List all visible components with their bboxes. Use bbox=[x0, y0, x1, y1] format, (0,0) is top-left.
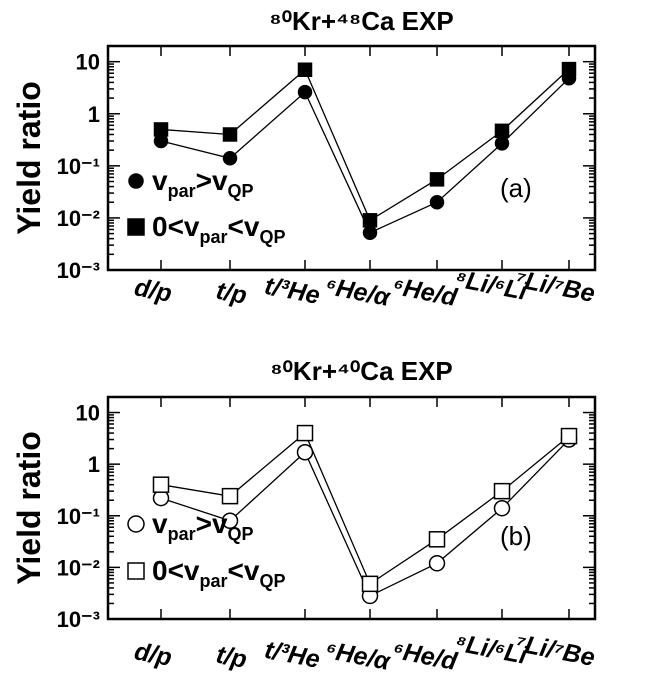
data-point bbox=[493, 482, 511, 500]
data-point bbox=[428, 531, 446, 548]
y-axis-label: Yield ratio bbox=[11, 81, 47, 235]
panel-label: (a) bbox=[500, 173, 532, 203]
y-tick-label: 10⁻² bbox=[57, 206, 100, 231]
legend-subscript: QP bbox=[228, 181, 254, 201]
legend-marker bbox=[127, 562, 145, 580]
plot-frame bbox=[106, 395, 597, 621]
legend-label: vpar>vQP bbox=[152, 165, 254, 201]
y-tick-label: 10⁻³ bbox=[57, 258, 100, 283]
y-tick-label: 1 bbox=[88, 452, 100, 477]
x-category-label: d/p bbox=[132, 273, 174, 308]
legend-text: <v bbox=[228, 555, 260, 586]
data-point bbox=[494, 123, 510, 139]
data-point bbox=[429, 194, 445, 210]
legend-subscript: QP bbox=[259, 571, 285, 591]
legend-text: v bbox=[152, 508, 168, 539]
data-point bbox=[153, 122, 169, 137]
legend-subscript: par bbox=[200, 571, 228, 591]
panel-a: ⁸⁰Kr+⁴⁸Ca EXP Yield ratio 10⁻³ 10⁻² 10⁻¹ 1 10 d… bbox=[11, 6, 597, 312]
data-point bbox=[152, 476, 170, 493]
data-point bbox=[361, 575, 379, 593]
legend-subscript: QP bbox=[228, 524, 254, 544]
legend-text: 0<v bbox=[152, 211, 200, 242]
x-category-label: d/p bbox=[132, 637, 174, 672]
y-tick-label: 1 bbox=[88, 102, 100, 127]
y-axis-label: Yield ratio bbox=[11, 431, 47, 585]
legend-marker bbox=[127, 515, 145, 533]
legend-marker bbox=[128, 173, 144, 189]
x-category-label: t/p bbox=[214, 641, 249, 674]
y-tick-label: 10⁻¹ bbox=[57, 504, 100, 529]
x-category-label: ⁶He/α bbox=[323, 272, 393, 312]
legend-label: vpar>vQP bbox=[152, 508, 254, 544]
data-point bbox=[222, 150, 238, 166]
legend-label: 0<vpar<vQP bbox=[152, 211, 285, 247]
y-tick-label: 10 bbox=[76, 50, 100, 75]
x-category-label: ⁶He/d bbox=[391, 636, 460, 676]
y-tick-label: 10⁻² bbox=[57, 555, 100, 580]
data-point bbox=[560, 427, 578, 445]
legend-text: 0<v bbox=[152, 555, 200, 586]
data-point bbox=[221, 512, 239, 530]
data-point bbox=[222, 127, 238, 142]
data-point bbox=[561, 61, 577, 77]
data-point bbox=[297, 62, 313, 77]
panel-label: (b) bbox=[500, 521, 532, 551]
legend-label: 0<vpar<vQP bbox=[152, 555, 285, 591]
x-category-label: t/³He bbox=[262, 272, 322, 310]
data-point bbox=[221, 487, 239, 505]
y-tick-label: 10⁻³ bbox=[57, 607, 100, 632]
data-point bbox=[493, 499, 511, 517]
data-point bbox=[362, 225, 378, 240]
data-point bbox=[428, 555, 446, 572]
legend-subscript: par bbox=[168, 524, 196, 544]
data-point bbox=[494, 136, 510, 151]
x-category-label: t/p bbox=[214, 277, 249, 310]
plot-frame bbox=[106, 44, 597, 272]
x-category-label: ⁷Li/⁷Be bbox=[513, 265, 597, 308]
data-point bbox=[297, 84, 313, 100]
legend-subscript: par bbox=[200, 227, 228, 247]
data-point bbox=[296, 424, 314, 442]
data-point bbox=[362, 213, 378, 228]
legend-text: >v bbox=[196, 508, 228, 539]
chart-title: ⁸⁰Kr+⁴⁸Ca EXP bbox=[269, 6, 453, 36]
x-category-label: ⁷Li/⁷Be bbox=[513, 629, 597, 672]
data-point bbox=[296, 444, 314, 461]
legend-subscript: QP bbox=[259, 227, 285, 247]
legend-text: <v bbox=[228, 211, 260, 242]
legend-marker bbox=[127, 218, 145, 236]
chart-title: ⁸⁰Kr+⁴⁰Ca EXP bbox=[270, 356, 453, 386]
panel-b: ⁸⁰Kr+⁴⁰Ca EXP Yield ratio 10⁻³ 10⁻² 10⁻¹ 1 10 d… bbox=[11, 356, 597, 676]
y-tick-label: 10⁻¹ bbox=[57, 154, 100, 179]
legend-text: >v bbox=[196, 165, 228, 196]
x-category-label: ⁶He/α bbox=[323, 636, 393, 676]
y-tick-label: 10 bbox=[76, 401, 100, 426]
x-category-label: ⁶He/d bbox=[391, 272, 460, 312]
x-category-label: t/³He bbox=[262, 636, 322, 674]
legend-subscript: par bbox=[168, 181, 196, 201]
data-point bbox=[429, 172, 445, 187]
legend-text: v bbox=[152, 165, 168, 196]
